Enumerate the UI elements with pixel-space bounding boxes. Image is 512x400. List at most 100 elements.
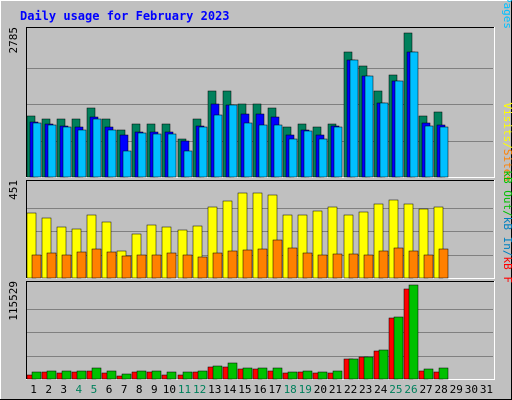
bar-pages-day-23 — [364, 75, 374, 178]
bar-pages-day-11 — [183, 150, 193, 178]
bar-pages-day-6 — [107, 129, 117, 178]
bar-kb-out-day-12 — [197, 370, 208, 380]
x-tick-label-day-24: 24 — [374, 383, 388, 396]
bar-kb-out-day-4 — [76, 370, 87, 380]
bar-pages-day-22 — [349, 59, 359, 178]
bar-visits-day-16 — [252, 192, 263, 279]
bar-pages-day-12 — [198, 126, 208, 178]
bar-sites-day-22 — [348, 253, 359, 279]
bar-sites-day-11 — [182, 254, 193, 279]
bar-visits-day-14 — [222, 200, 233, 279]
bar-kb-out-day-5 — [91, 367, 102, 380]
bar-visits-day-19 — [297, 214, 308, 279]
bar-sites-day-8 — [136, 254, 147, 279]
bar-sites-day-19 — [302, 252, 313, 279]
bar-sites-day-28 — [438, 248, 449, 279]
bar-kb-out-day-27 — [423, 368, 434, 380]
bar-sites-day-13 — [212, 252, 223, 279]
bar-sites-day-12 — [197, 256, 208, 279]
bar-visits-day-25 — [388, 199, 399, 279]
bar-visits-day-2 — [41, 217, 52, 279]
bar-kb-out-day-7 — [121, 373, 132, 380]
x-tick-label-day-16: 16 — [253, 383, 266, 396]
bar-kb-out-day-8 — [136, 370, 147, 380]
bar-kb-out-day-16 — [257, 367, 268, 380]
y-axis-max-label-visits-sites: 451 — [7, 180, 20, 200]
bar-sites-day-1 — [31, 254, 42, 279]
legend-entry-kbf: kB F — [501, 257, 512, 284]
bar-pages-day-19 — [303, 130, 313, 178]
bar-pages-day-14 — [228, 104, 238, 178]
bar-visits-day-12 — [192, 225, 203, 279]
bar-sites-day-16 — [257, 248, 268, 279]
bar-sites-day-5 — [91, 248, 102, 279]
x-tick-label-day-17: 17 — [268, 383, 281, 396]
x-tick-label-day-20: 20 — [314, 383, 327, 396]
bar-visits-day-10 — [161, 226, 172, 279]
bar-visits-day-1 — [26, 212, 37, 279]
bar-kb-out-day-26 — [408, 284, 419, 380]
x-tick-label-day-3: 3 — [60, 383, 67, 396]
bar-pages-day-4 — [77, 129, 87, 178]
bar-kb-out-day-15 — [242, 367, 253, 380]
bar-sites-day-24 — [378, 250, 389, 279]
legend-entry-: / — [501, 142, 512, 149]
bar-sites-day-14 — [227, 250, 238, 279]
bar-pages-day-7 — [122, 150, 132, 178]
x-axis-day-labels: 1 2 3 4 5 6 7 8 9 10 11 12 13 14 15 16 17 18 19 20 21 22 23 24 2… — [30, 383, 493, 396]
bar-kb-out-day-28 — [438, 367, 449, 380]
x-tick-label-day-12: 12 — [193, 383, 206, 396]
bar-sites-day-15 — [242, 249, 253, 279]
bar-visits-day-9 — [146, 224, 157, 279]
y-axis-max-label-kb: 115529 — [7, 281, 20, 321]
bar-visits-day-13 — [207, 206, 218, 279]
legend-entry-pages: Pages — [501, 0, 512, 29]
x-tick-label-day-23: 23 — [359, 383, 372, 396]
chart-title: Daily usage for February 2023 — [20, 9, 230, 23]
bar-pages-day-24 — [379, 102, 389, 178]
bar-kb-out-day-19 — [302, 370, 313, 380]
bar-visits-day-23 — [358, 211, 369, 279]
bar-sites-day-7 — [121, 255, 132, 279]
bar-visits-day-18 — [282, 214, 293, 279]
bar-kb-out-day-6 — [106, 370, 117, 380]
legend-entry-kbin: kB In/ — [501, 217, 512, 257]
bar-sites-day-21 — [332, 253, 343, 279]
x-tick-label-day-31: 31 — [480, 383, 493, 396]
bar-kb-out-day-25 — [393, 316, 404, 380]
bar-sites-day-27 — [423, 254, 434, 279]
x-tick-label-day-1: 1 — [30, 383, 37, 396]
legend-entry-sites: Sites — [501, 149, 512, 182]
bar-pages-day-8 — [137, 132, 147, 178]
bar-pages-day-13 — [213, 114, 223, 178]
bar-visits-day-15 — [237, 192, 248, 279]
x-tick-label-day-2: 2 — [45, 383, 52, 396]
legend-kb: kB Out/kB In/kB F — [501, 170, 512, 283]
bar-sites-day-4 — [76, 251, 87, 279]
bar-kb-out-day-10 — [166, 371, 177, 380]
bar-pages-day-1 — [32, 122, 42, 178]
bar-pages-day-26 — [409, 51, 419, 178]
bar-visits-day-5 — [86, 214, 97, 279]
bar-sites-day-9 — [151, 254, 162, 279]
bar-sites-day-2 — [46, 252, 57, 279]
x-tick-label-day-5: 5 — [91, 383, 98, 396]
bar-kb-out-day-21 — [332, 370, 343, 380]
y-axis-max-label-hits-files-pages: 2785 — [7, 27, 20, 54]
bar-pages-day-21 — [333, 126, 343, 178]
bar-visits-day-11 — [177, 229, 188, 279]
bar-pages-day-10 — [167, 133, 177, 178]
bar-pages-day-9 — [152, 133, 162, 178]
x-tick-label-day-30: 30 — [465, 383, 478, 396]
x-tick-label-day-11: 11 — [178, 383, 191, 396]
x-tick-label-day-8: 8 — [136, 383, 143, 396]
bar-pages-day-16 — [258, 124, 268, 178]
bar-sites-day-18 — [287, 247, 298, 279]
bar-kb-out-day-17 — [272, 367, 283, 380]
bar-pages-day-17 — [273, 124, 283, 178]
bar-pages-day-18 — [288, 138, 298, 178]
bar-kb-out-day-1 — [31, 371, 42, 380]
bar-sites-day-25 — [393, 247, 404, 279]
bar-sites-day-6 — [106, 251, 117, 279]
